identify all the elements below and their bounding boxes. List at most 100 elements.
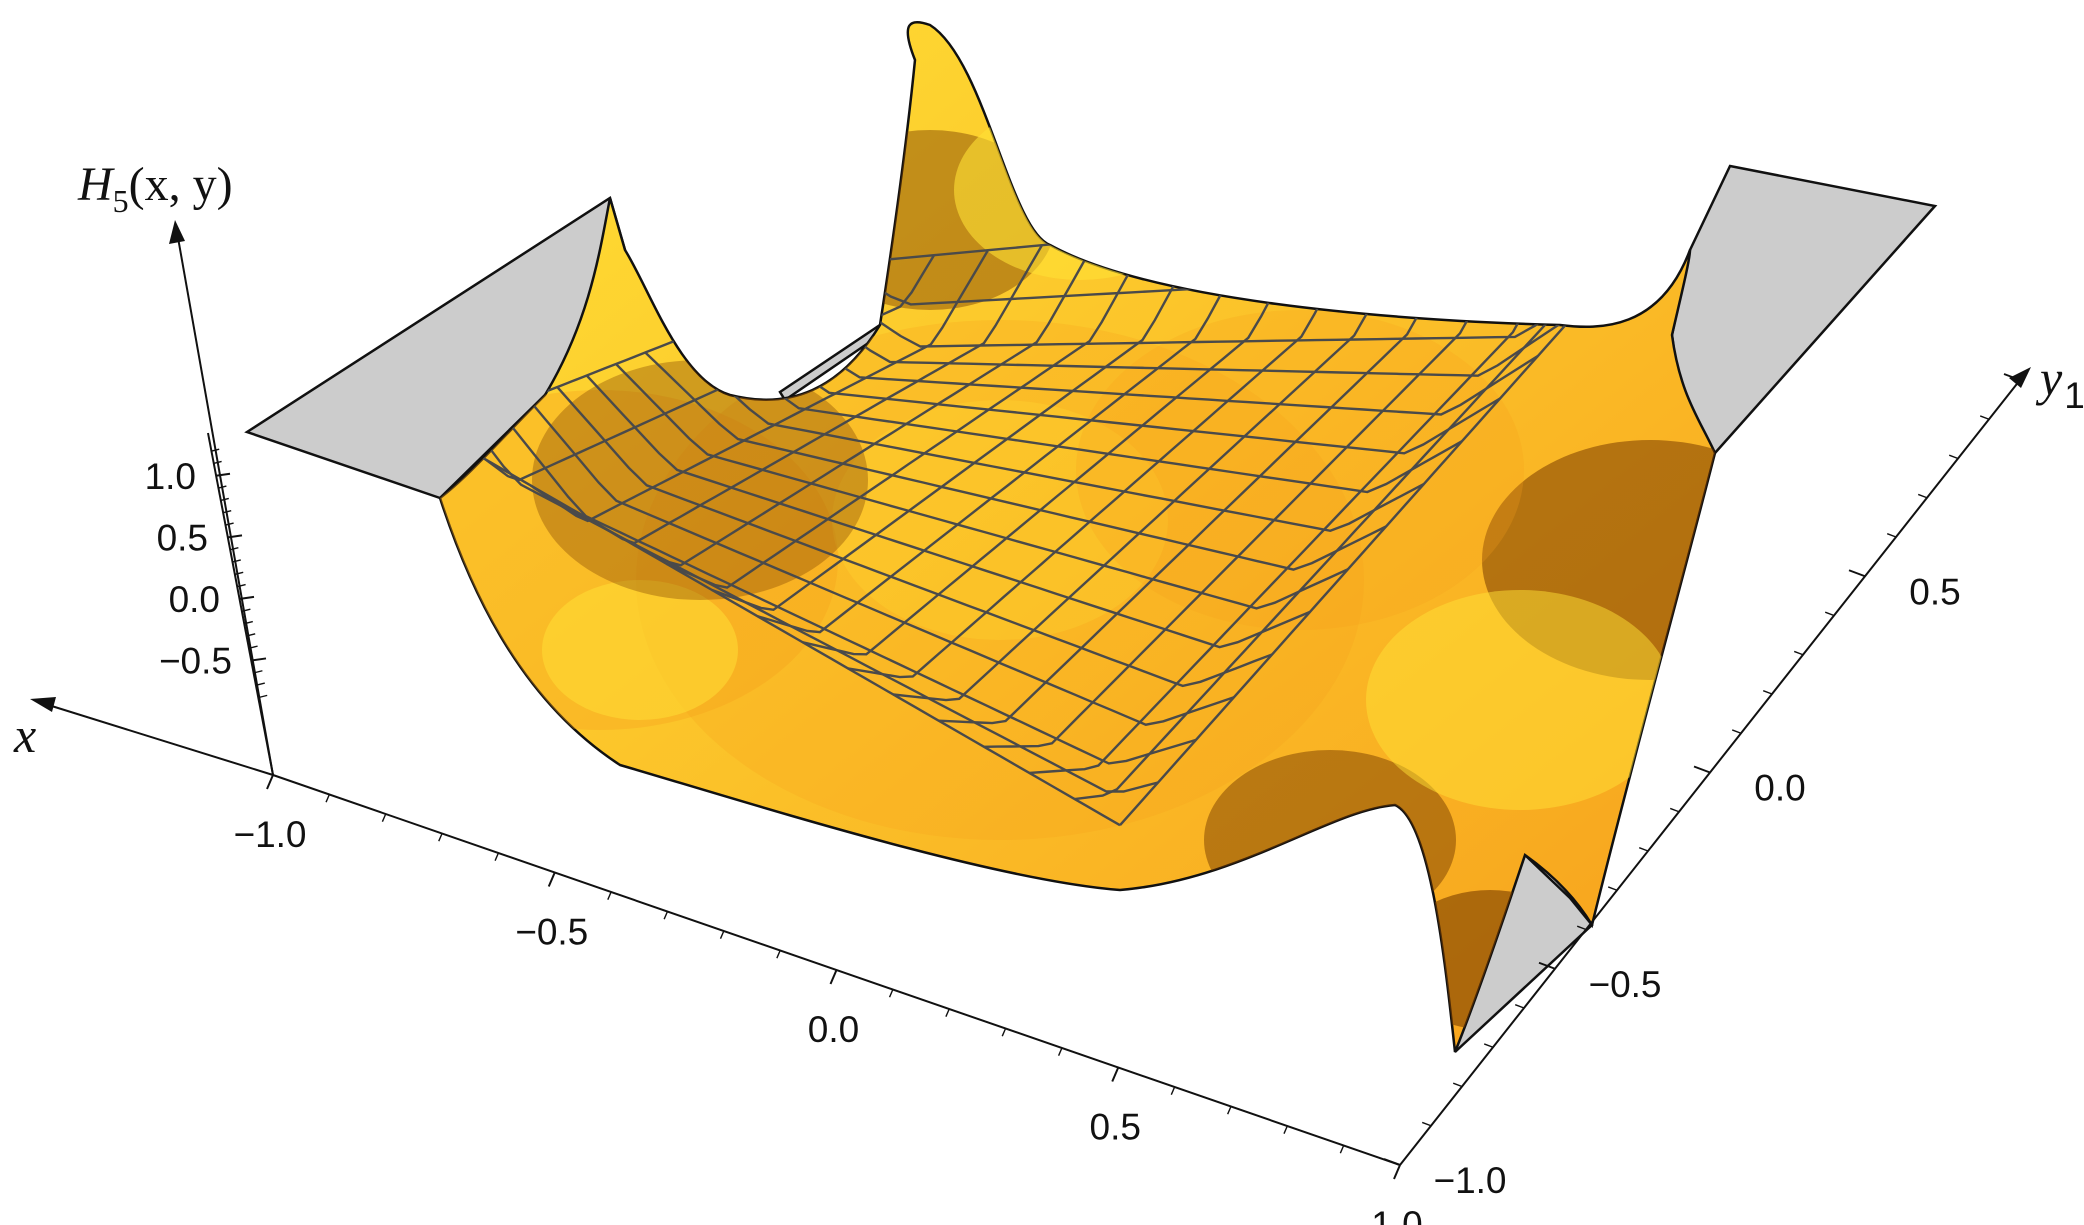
y-axis-tick	[1762, 690, 1773, 695]
z-axis-tick	[251, 657, 267, 662]
x-axis-tick	[719, 930, 725, 939]
x-axis-tick	[1001, 1028, 1007, 1037]
z-axis: −0.5 0.0 0.5 1.0 H5(x, y)	[77, 158, 274, 776]
mesh-line	[497, 409, 1197, 765]
x-axis-tick-label: 1.0	[1371, 1204, 1422, 1225]
mesh-line	[666, 234, 1152, 589]
x-axis: −1.0 −0.5 0.0 0.5 1.0 x	[13, 697, 1423, 1225]
z-axis-tick	[259, 694, 268, 699]
y-axis-tick-label: 0.0	[1754, 768, 1805, 809]
x-axis-tick	[829, 969, 838, 985]
y-axis-tick	[1731, 729, 1742, 734]
y-axis-tick	[1793, 650, 1804, 656]
y-axis-tick	[1638, 847, 1649, 852]
x-axis-tick	[1111, 1067, 1120, 1082]
mesh-line	[761, 305, 1539, 416]
z-axis-tick	[242, 608, 251, 612]
y-axis-tick-label: 1.0	[2064, 375, 2084, 416]
mesh-line	[847, 214, 1368, 679]
y-axis-tick-label: −1.0	[1433, 1160, 1506, 1201]
mesh-line	[644, 351, 1387, 571]
z-axis-tick	[213, 460, 222, 465]
x-axis-tick	[1170, 1086, 1176, 1095]
mesh-line	[983, 199, 1530, 748]
mesh-line	[615, 363, 1349, 610]
y-axis-tick	[1693, 765, 1711, 774]
y-axis-tick	[1979, 415, 1990, 420]
x-axis-tick	[1283, 1125, 1288, 1134]
z-axis-tick	[211, 448, 220, 452]
y-axis-tick	[1886, 533, 1897, 538]
x-axis-tick	[607, 891, 612, 900]
z-axis-tick	[256, 682, 265, 686]
x-axis-arrow-line	[41, 702, 274, 776]
z-axis-tick	[232, 559, 241, 563]
x-axis-tick	[494, 852, 500, 861]
mesh-line	[1074, 189, 1638, 801]
x-axis-tick	[1393, 1164, 1401, 1180]
clip-caps	[244, 164, 1938, 1053]
z-axis-tick	[227, 534, 243, 539]
mesh-line	[556, 386, 1273, 688]
y-axis-tick	[1607, 886, 1618, 891]
y-axis-ticks: −1.0 −0.5 0.0 0.5 1.0	[1383, 373, 2084, 1201]
z-axis-tick	[235, 571, 244, 575]
z-axis-tick-label: 0.5	[157, 517, 208, 558]
y-axis-tick-label: 0.5	[1909, 571, 1960, 612]
x-axis-tick	[776, 950, 781, 959]
mesh-line	[440, 432, 1121, 827]
clip-cap-right	[1670, 164, 1938, 456]
mesh-line	[468, 420, 1159, 793]
x-axis-label: x	[13, 707, 36, 763]
x-axis-tick	[888, 989, 894, 998]
z-axis-line	[207, 432, 274, 776]
y-axis-tick	[1452, 1082, 1463, 1088]
y-axis-tick	[1917, 493, 1928, 499]
z-axis-tick	[220, 497, 229, 502]
z-axis-tick	[218, 485, 227, 489]
y-axis-tick	[2003, 373, 2021, 381]
mesh-line	[585, 374, 1311, 649]
z-axis-tick	[239, 595, 255, 600]
x-axis-ticks: −1.0 −0.5 0.0 0.5 1.0	[233, 774, 1423, 1225]
x-axis-tick	[1057, 1047, 1063, 1056]
mesh-line	[791, 293, 1577, 377]
x-axis-tick	[1339, 1145, 1345, 1154]
x-axis-tick-label: 0.0	[808, 1009, 859, 1050]
mesh-line	[893, 209, 1422, 702]
mesh-line	[575, 244, 1044, 545]
z-axis-ticks: −0.5 0.0 0.5 1.0	[145, 448, 268, 699]
x-axis-tick	[438, 833, 443, 842]
z-axis-arrowhead	[169, 220, 185, 244]
x-axis-tick	[381, 813, 387, 822]
z-axis-tick	[249, 645, 258, 649]
x-axis-tick	[1227, 1106, 1232, 1115]
x-axis-tick-label: −1.0	[233, 814, 306, 855]
shade-patch	[954, 100, 1206, 280]
z-axis-tick	[244, 620, 253, 625]
shade-patch	[542, 580, 738, 720]
mesh-line	[703, 328, 1463, 494]
mesh-line	[620, 239, 1098, 567]
mesh-line	[756, 224, 1260, 634]
x-axis-arrowhead	[30, 697, 56, 712]
x-axis-tick-label: −0.5	[515, 912, 588, 953]
mesh-line	[732, 316, 1501, 455]
z-axis-tick-label: −0.5	[159, 640, 232, 681]
mesh-line	[527, 397, 1235, 726]
z-axis-tick	[225, 522, 234, 526]
y-axis-tick	[1948, 454, 1959, 460]
x-axis-tick	[547, 872, 556, 887]
z-axis-tick	[215, 472, 231, 477]
z-axis-title: H5(x, y)	[77, 158, 233, 219]
y-axis-tick	[1848, 569, 1866, 578]
mesh-line	[1029, 194, 1584, 775]
shade-patch	[1076, 310, 1524, 630]
y-axis-tick	[1538, 961, 1556, 970]
mesh-line	[530, 249, 990, 523]
y-axis-tick	[1483, 1043, 1494, 1048]
y-axis-tick	[1669, 807, 1680, 813]
z-axis-tick-label: 0.0	[169, 579, 220, 620]
mesh-line	[673, 340, 1425, 533]
